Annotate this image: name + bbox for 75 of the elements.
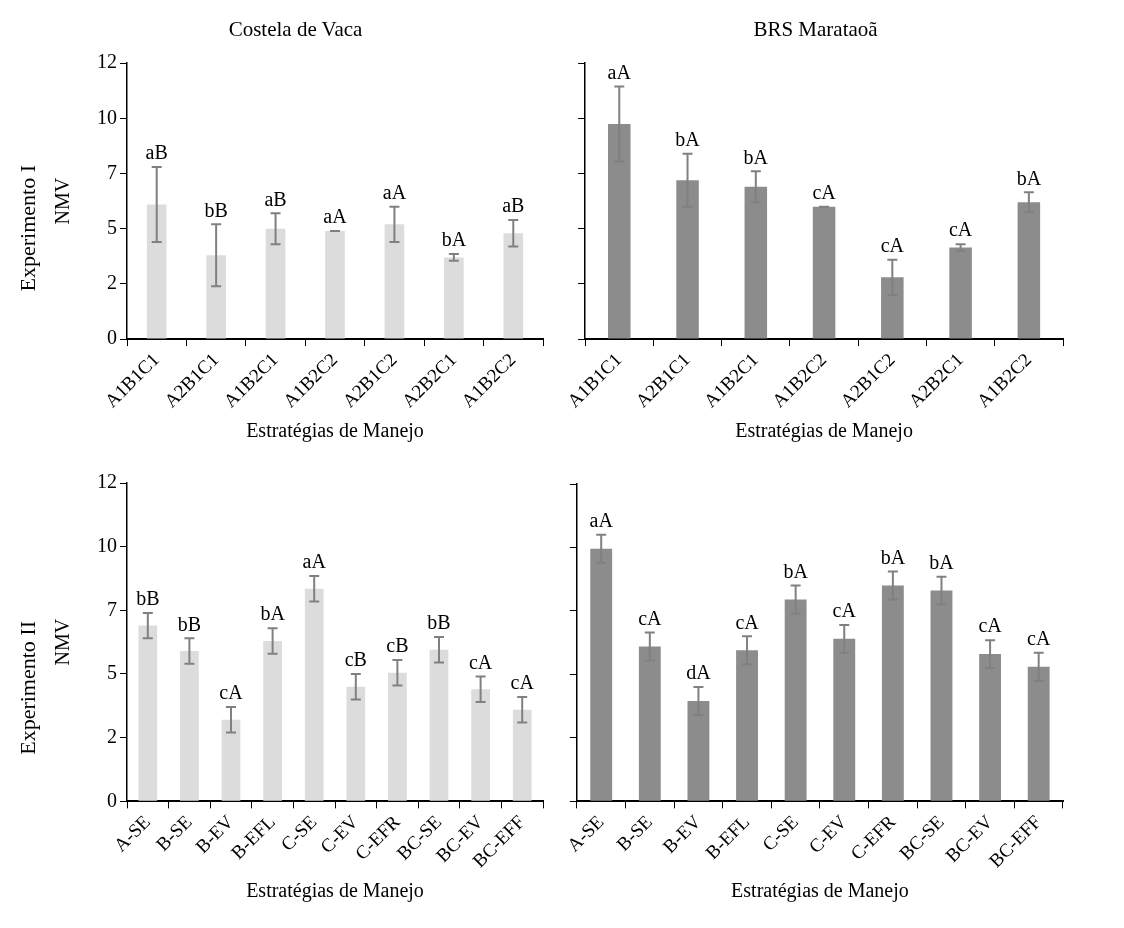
y-tick-label: 10	[97, 105, 117, 128]
data-label: aA	[607, 60, 632, 83]
y-tick-label: 12	[97, 470, 117, 493]
chart-title: Costela de Vaca	[228, 17, 364, 42]
data-label: bA	[783, 559, 809, 582]
data-label: dA	[686, 661, 712, 684]
data-label: aB	[264, 187, 287, 210]
data-label: aA	[589, 509, 614, 532]
bar	[138, 625, 158, 801]
bar	[146, 204, 167, 339]
data-label: cA	[510, 671, 535, 694]
data-label: bB	[177, 612, 202, 635]
bar	[221, 719, 241, 801]
chart-title: BRS Marataoã	[753, 17, 879, 42]
x-axis-title: Estratégias de Manejo	[731, 879, 909, 903]
x-axis-title: Estratégias de Manejo	[246, 419, 424, 443]
data-label: bA	[260, 602, 286, 625]
data-label: cA	[948, 218, 973, 241]
bar	[325, 230, 345, 339]
data-label: bA	[441, 228, 467, 251]
bar	[180, 651, 199, 801]
bar	[346, 686, 366, 801]
bar	[444, 257, 464, 339]
data-label: bA	[880, 545, 906, 568]
data-label: cA	[219, 681, 244, 704]
data-label: bA	[929, 550, 955, 573]
y-tick-label: 0	[107, 326, 117, 349]
bar	[304, 588, 324, 801]
bar	[388, 672, 407, 801]
y-tick-label: 7	[107, 160, 117, 183]
bar	[384, 224, 405, 339]
data-label: bB	[427, 611, 451, 634]
bar	[263, 640, 282, 801]
y-tick-label: 5	[107, 661, 117, 684]
y-tick-label: 12	[97, 50, 117, 73]
data-label: cA	[978, 614, 1003, 637]
bar	[429, 649, 449, 801]
data-label: aB	[145, 141, 168, 164]
data-label: aA	[323, 205, 348, 228]
bar	[471, 689, 490, 801]
y-tick-label: 5	[107, 215, 117, 238]
data-label: cA	[735, 610, 760, 633]
data-label: bB	[204, 198, 228, 221]
bar	[949, 247, 972, 339]
data-label: cA	[468, 650, 493, 673]
bar	[512, 709, 532, 801]
data-label: bB	[136, 587, 160, 610]
y-tick-label: 0	[107, 788, 117, 811]
x-axis-title: Estratégias de Manejo	[246, 879, 424, 903]
y-tick-label: 10	[97, 533, 117, 556]
bar	[265, 228, 286, 339]
data-label: aB	[502, 194, 525, 217]
y-axis-title: NMV	[51, 618, 74, 666]
x-axis-title: Estratégias de Manejo	[735, 419, 913, 443]
y-tick-label: 2	[107, 724, 117, 747]
bar	[812, 206, 836, 339]
data-label: bA	[743, 145, 769, 168]
data-label: cA	[880, 233, 905, 256]
data-label: cB	[344, 648, 367, 671]
text: Experimento II	[15, 621, 41, 755]
data-label: cA	[1027, 627, 1051, 650]
data-label: bA	[1016, 166, 1042, 189]
data-label: cA	[638, 606, 663, 629]
y-tick-label: 7	[107, 597, 117, 620]
data-label: cA	[832, 599, 857, 622]
y-axis-title: NMV	[51, 177, 74, 225]
data-label: bA	[675, 127, 701, 150]
bar	[206, 255, 226, 339]
text: Experimento I	[15, 164, 41, 292]
data-label: cA	[812, 180, 837, 203]
data-label: cB	[386, 634, 409, 657]
data-label: aA	[302, 550, 327, 573]
data-label: aA	[382, 180, 407, 203]
y-tick-label: 2	[107, 271, 117, 294]
bar	[503, 233, 524, 339]
